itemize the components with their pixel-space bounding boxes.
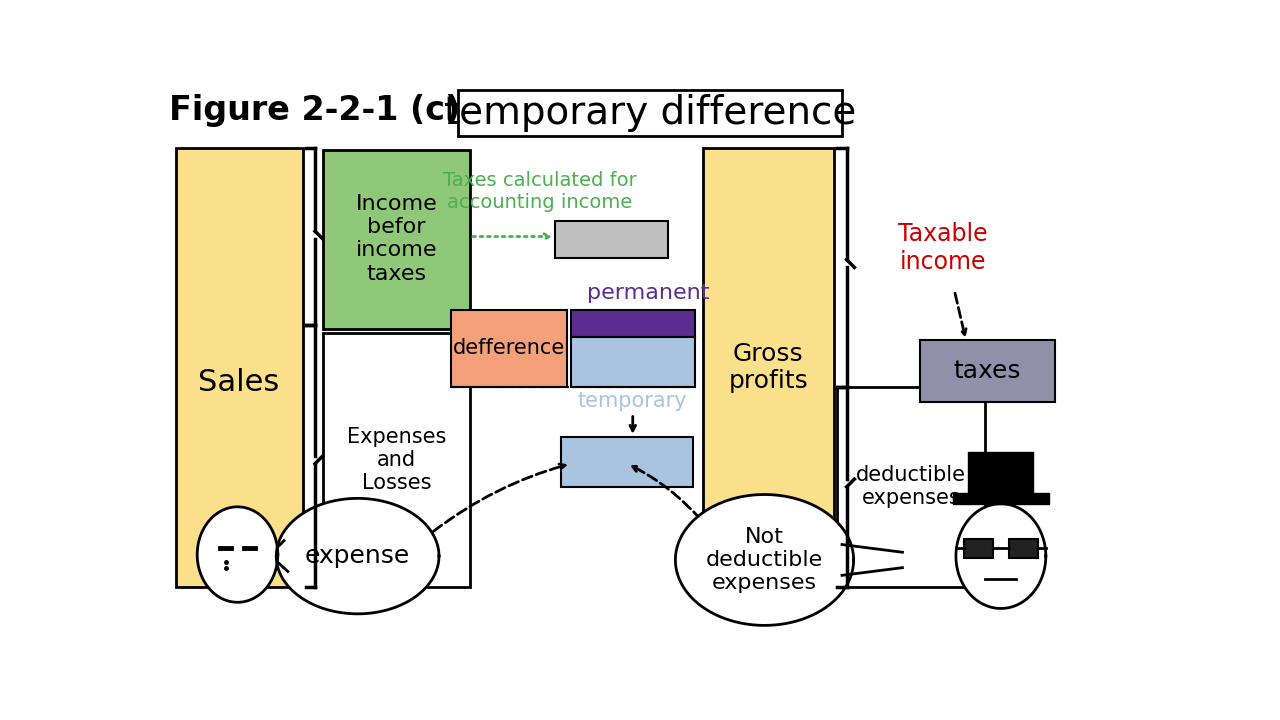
- Text: temporary difference: temporary difference: [444, 94, 856, 132]
- Bar: [571, 310, 695, 337]
- Bar: [458, 90, 842, 137]
- Text: Sales: Sales: [198, 369, 279, 397]
- Bar: [952, 493, 1048, 504]
- Text: Gross
profits: Gross profits: [728, 341, 808, 393]
- Polygon shape: [197, 507, 278, 603]
- Polygon shape: [956, 504, 1046, 608]
- Text: taxes: taxes: [954, 359, 1020, 383]
- Text: defference: defference: [453, 338, 564, 358]
- Text: temporary: temporary: [579, 390, 687, 410]
- Bar: [556, 221, 668, 258]
- Bar: [837, 387, 984, 587]
- Bar: [969, 452, 1033, 495]
- Bar: [562, 437, 694, 487]
- Text: deductible
expenses: deductible expenses: [856, 465, 966, 508]
- Text: Expenses
and
Losses: Expenses and Losses: [347, 427, 445, 493]
- Bar: [323, 150, 470, 329]
- Bar: [964, 539, 993, 557]
- Bar: [703, 148, 835, 587]
- Text: Taxable
income: Taxable income: [899, 222, 988, 274]
- Polygon shape: [676, 495, 854, 626]
- Bar: [175, 148, 303, 587]
- Text: Income
befor
income
taxes: Income befor income taxes: [356, 194, 438, 284]
- Text: Figure 2-2-1 (c): Figure 2-2-1 (c): [169, 94, 461, 127]
- Polygon shape: [276, 498, 439, 614]
- Polygon shape: [280, 544, 288, 567]
- Bar: [1009, 539, 1038, 557]
- Text: Not
deductible
expenses: Not deductible expenses: [705, 527, 823, 593]
- Text: permanent: permanent: [588, 283, 709, 302]
- Polygon shape: [842, 544, 904, 575]
- Bar: [451, 310, 567, 387]
- Bar: [571, 337, 695, 387]
- Text: Taxes calculated for
accounting income: Taxes calculated for accounting income: [443, 171, 636, 212]
- Bar: [919, 341, 1055, 402]
- Text: expense: expense: [305, 544, 411, 568]
- Bar: [323, 333, 470, 587]
